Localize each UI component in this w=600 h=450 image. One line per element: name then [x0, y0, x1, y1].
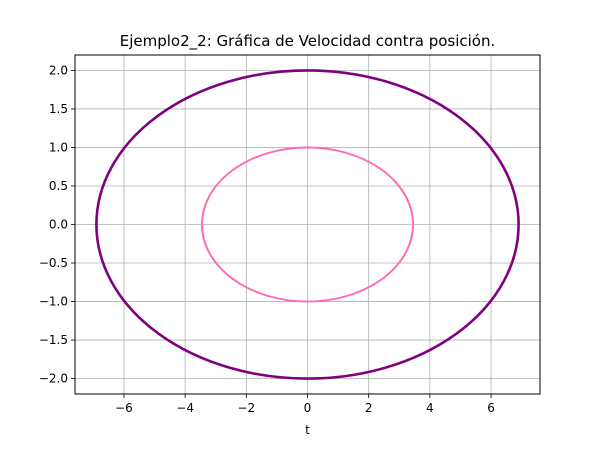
y-tick-label: 1.5 [49, 102, 68, 116]
x-tick-label: −4 [176, 401, 194, 415]
y-tick-label: 2.0 [49, 63, 68, 77]
y-tick-label: 0.5 [49, 179, 68, 193]
series-1-curve [95, 69, 520, 380]
x-tick-label: −2 [237, 401, 255, 415]
y-tick-label: −2.0 [39, 372, 68, 386]
ticks: −6 −4 −2 0 2 4 6 −2.0 −1.5 −1.0 −0.5 0.0 0.5 1.0 1.5 2.… [39, 63, 495, 415]
series-2-curve [201, 146, 414, 303]
x-tick-label: 6 [487, 401, 495, 415]
chart-title: Ejemplo2_2: Gráfica de Velocidad contra … [120, 32, 496, 51]
x-tick-label: −6 [115, 401, 133, 415]
y-tick-label: 0.0 [49, 218, 68, 232]
x-axis-label: t [305, 423, 310, 437]
x-tick-label: 2 [365, 401, 373, 415]
y-tick-label: 1.0 [49, 140, 68, 154]
x-tick-label: 0 [304, 401, 312, 415]
y-tick-label: −1.0 [39, 295, 68, 309]
y-tick-label: −1.5 [39, 333, 68, 347]
series-layer [95, 69, 520, 380]
x-tick-label: 4 [426, 401, 434, 415]
y-tick-label: −0.5 [39, 256, 68, 270]
